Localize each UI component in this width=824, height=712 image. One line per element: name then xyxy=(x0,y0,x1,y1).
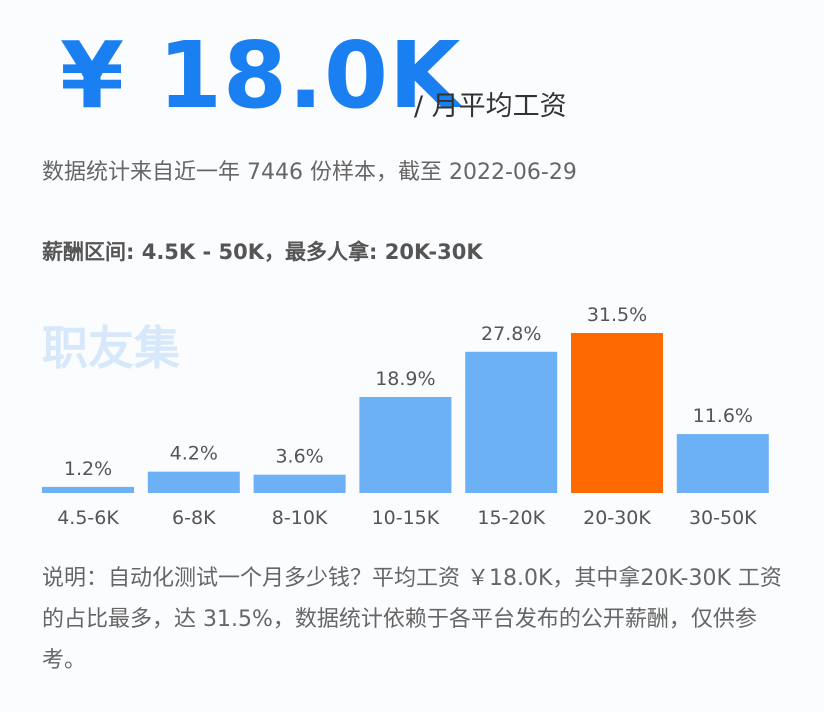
bar xyxy=(676,434,769,493)
salary-range: 薪酬区间: 4.5K - 50K，最多人拿: 20K-30K xyxy=(42,240,483,264)
bar xyxy=(147,471,240,493)
bar xyxy=(253,474,346,493)
category-label: 20-30K xyxy=(583,507,651,529)
note: 说明：自动化测试一个月多少钱？平均工资 ￥18.0K，其中拿20K-30K 工资… xyxy=(42,566,782,673)
value-label: 27.8% xyxy=(481,323,541,345)
bar xyxy=(42,486,134,493)
value-label: 1.2% xyxy=(64,458,112,480)
watermark: 职友集 xyxy=(42,321,180,375)
category-label: 6-8K xyxy=(172,507,216,529)
value-label: 4.2% xyxy=(170,443,218,465)
value-label: 31.5% xyxy=(587,304,647,326)
subtitle: 数据统计来自近一年 7446 份样本，截至 2022-06-29 xyxy=(42,160,577,185)
category-label: 10-15K xyxy=(372,507,440,529)
average-salary: ¥ 18.0K xyxy=(60,22,462,129)
salary-unit: / 月平均工资 xyxy=(414,91,567,122)
bar xyxy=(571,333,663,493)
bar xyxy=(359,397,452,493)
value-label: 11.6% xyxy=(693,405,753,427)
value-label: 3.6% xyxy=(275,446,323,468)
category-label: 30-50K xyxy=(689,507,757,529)
category-label: 15-20K xyxy=(477,507,545,529)
bar xyxy=(465,351,558,493)
category-label: 8-10K xyxy=(272,507,328,529)
value-label: 18.9% xyxy=(375,368,435,390)
category-label: 4.5-6K xyxy=(57,507,119,529)
